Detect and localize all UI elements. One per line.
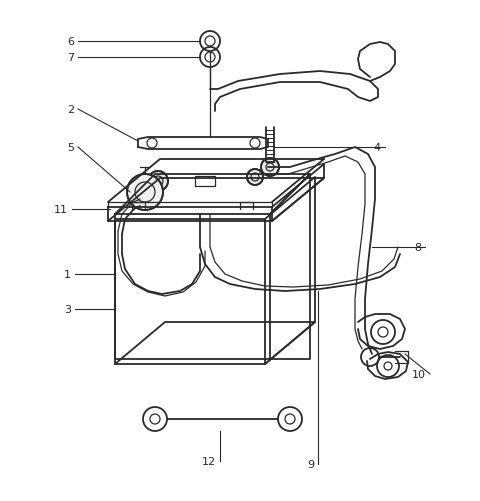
Circle shape [127, 175, 163, 210]
Text: 1: 1 [64, 270, 71, 280]
Circle shape [247, 170, 263, 186]
Text: 10: 10 [412, 369, 426, 379]
Text: 5: 5 [67, 143, 74, 153]
Text: 3: 3 [64, 305, 71, 314]
Circle shape [148, 172, 168, 191]
Circle shape [261, 159, 279, 177]
Text: 2: 2 [67, 105, 74, 115]
Text: 4: 4 [374, 143, 381, 153]
Text: 9: 9 [307, 459, 314, 469]
Text: 11: 11 [54, 204, 68, 214]
Text: 12: 12 [202, 456, 216, 466]
Text: 6: 6 [67, 37, 74, 47]
Text: 7: 7 [67, 53, 74, 63]
Text: 8: 8 [414, 242, 421, 253]
